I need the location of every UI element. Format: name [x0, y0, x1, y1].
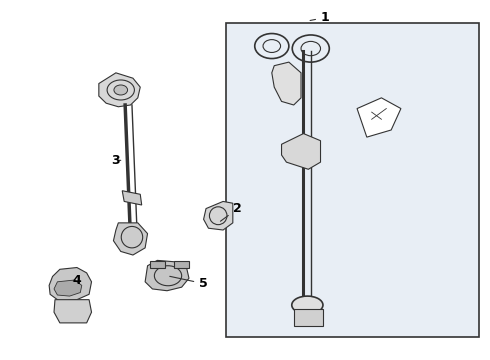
- Text: 5: 5: [170, 276, 208, 290]
- Polygon shape: [203, 202, 233, 230]
- Polygon shape: [282, 134, 320, 169]
- Polygon shape: [99, 73, 140, 107]
- Bar: [150, 261, 165, 267]
- Ellipse shape: [114, 85, 127, 95]
- Polygon shape: [357, 98, 401, 137]
- Polygon shape: [54, 300, 92, 323]
- Bar: [174, 261, 189, 267]
- Polygon shape: [294, 309, 323, 327]
- Polygon shape: [114, 223, 147, 255]
- Ellipse shape: [255, 33, 289, 59]
- Text: 2: 2: [220, 202, 242, 221]
- Ellipse shape: [263, 40, 281, 53]
- Ellipse shape: [292, 35, 329, 62]
- Polygon shape: [122, 191, 142, 205]
- Text: 1: 1: [310, 11, 330, 24]
- FancyBboxPatch shape: [225, 23, 479, 337]
- Polygon shape: [272, 62, 301, 105]
- Text: 3: 3: [112, 154, 121, 167]
- Ellipse shape: [301, 41, 320, 56]
- Ellipse shape: [292, 296, 323, 314]
- Polygon shape: [49, 267, 92, 301]
- Polygon shape: [145, 260, 189, 291]
- Polygon shape: [54, 280, 82, 296]
- Text: 4: 4: [73, 274, 81, 287]
